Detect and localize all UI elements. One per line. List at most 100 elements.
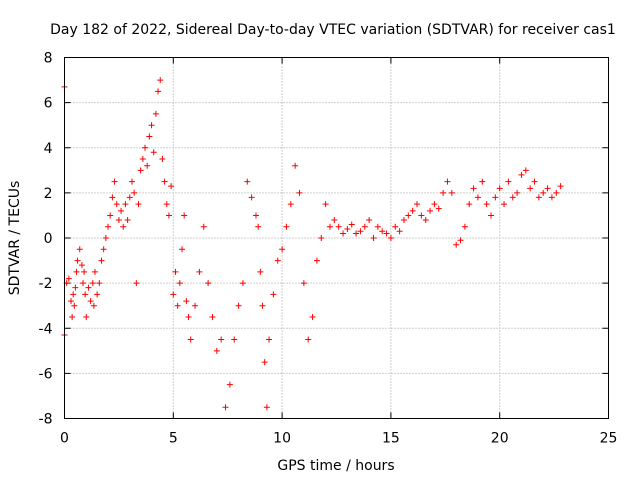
data-point (128, 178, 135, 185)
data-point (83, 313, 90, 320)
x-axis-ticks: 0 5 10 15 20 25 (60, 57, 618, 447)
data-point (91, 268, 98, 275)
data-point (65, 275, 72, 282)
data-point (522, 167, 529, 174)
data-point (73, 268, 80, 275)
data-point (431, 201, 438, 208)
data-point (405, 212, 412, 219)
data-point (270, 291, 277, 298)
data-point (131, 189, 138, 196)
data-point (107, 212, 114, 219)
data-point (440, 189, 447, 196)
data-point (344, 225, 351, 232)
data-point (444, 178, 451, 185)
data-point (387, 235, 394, 241)
data-point (115, 216, 122, 223)
data-point (300, 280, 307, 287)
data-point (514, 189, 521, 196)
data-point (200, 223, 207, 230)
data-point (96, 280, 103, 287)
data-point (483, 201, 490, 208)
data-point (470, 185, 477, 192)
data-point (213, 347, 220, 354)
data-point (348, 221, 355, 228)
data-point (235, 302, 242, 309)
y-tick-label: 8 (44, 51, 53, 67)
data-point (209, 313, 216, 320)
data-point (76, 246, 83, 253)
data-point (252, 212, 259, 219)
data-point (326, 223, 333, 230)
data-point (150, 149, 157, 156)
data-point (124, 216, 131, 223)
data-point (133, 280, 140, 287)
data-point (505, 178, 512, 185)
data-point (98, 257, 105, 264)
data-point (544, 185, 551, 192)
data-point (94, 291, 101, 298)
x-tick-label: 25 (600, 431, 618, 447)
data-point (259, 302, 266, 309)
data-point (318, 235, 325, 241)
data-point (74, 257, 81, 264)
data-point (181, 212, 188, 219)
data-point (457, 237, 464, 244)
data-point (79, 280, 86, 287)
data-point (118, 207, 125, 214)
y-tick-label: 6 (44, 96, 53, 112)
data-point (461, 223, 468, 230)
data-point (179, 246, 186, 253)
plot-frame (64, 57, 609, 419)
data-point (353, 230, 360, 237)
data-point (222, 404, 229, 411)
data-point (479, 178, 486, 185)
data-point (152, 110, 159, 117)
data-point (501, 201, 508, 208)
data-point (422, 216, 429, 223)
data-point (383, 230, 390, 237)
y-tick-label: -6 (39, 366, 53, 382)
data-point (144, 162, 151, 169)
data-point (69, 313, 76, 320)
y-axis-label: SDTVAR / TECUs (7, 181, 23, 296)
data-point (183, 298, 190, 305)
data-point (255, 223, 262, 230)
data-point (81, 268, 88, 275)
data-point (474, 194, 481, 201)
y-tick-label: -8 (39, 412, 53, 428)
data-point (448, 189, 455, 196)
data-point (89, 280, 96, 287)
data-point (540, 189, 547, 196)
data-point (244, 178, 251, 185)
data-point (248, 194, 255, 201)
data-point (557, 183, 564, 190)
data-point (187, 336, 194, 343)
data-point (111, 178, 118, 185)
data-point (71, 302, 78, 309)
data-point (161, 178, 168, 185)
data-point (292, 162, 299, 169)
data-point (466, 201, 473, 208)
data-point (374, 223, 381, 230)
data-point (168, 183, 175, 190)
data-point (366, 216, 373, 223)
data-point (257, 268, 264, 275)
data-point (90, 302, 97, 309)
x-axis-label: GPS time / hours (277, 458, 394, 474)
data-point (553, 189, 560, 196)
data-point (85, 284, 92, 291)
data-point (170, 291, 177, 298)
x-tick-label: 5 (169, 431, 178, 447)
data-point (418, 212, 425, 219)
data-point (148, 122, 155, 129)
data-point (205, 280, 212, 287)
data-points (61, 77, 564, 411)
data-point (139, 156, 146, 163)
data-point (174, 302, 181, 309)
data-point (509, 194, 516, 201)
data-point (283, 223, 290, 230)
y-tick-label: -2 (39, 276, 53, 292)
data-point (396, 228, 403, 235)
data-point (78, 262, 85, 269)
